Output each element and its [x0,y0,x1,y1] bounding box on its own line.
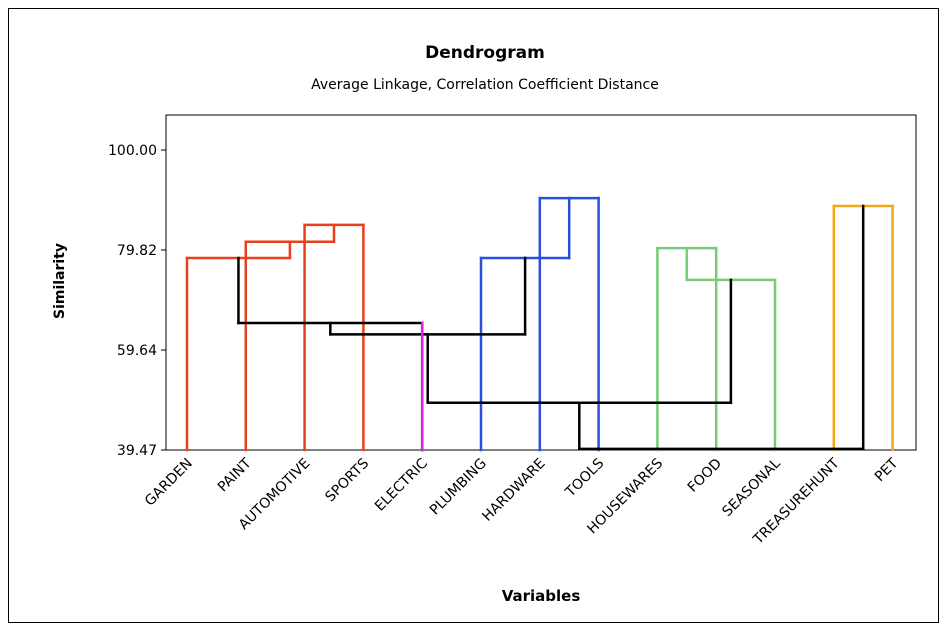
y-axis-label: Similarity [52,243,68,319]
dendrogram-links [185,196,894,452]
leaf-label: SEASONAL [719,455,784,520]
dendrogram-chart: Dendrogram Average Linkage, Correlation … [52,43,917,605]
leaf-label: GARDEN [142,456,196,510]
leaf-label: ELECTRIC [372,455,431,514]
y-tick-label: 59.64 [117,343,157,359]
leaf-label: TOOLS [562,455,608,501]
y-tick-label: 100.00 [108,143,157,159]
y-tick-label: 39.47 [117,443,157,459]
chart-frame: Dendrogram Average Linkage, Correlation … [8,8,939,623]
leaf-label: FOOD [685,456,725,496]
chart-subtitle: Average Linkage, Correlation Coefficient… [311,77,659,93]
leaf-label: PAINT [215,455,255,495]
leaf-label: SPORTS [322,455,372,505]
x-axis-label: Variables [502,587,581,605]
y-tick-label: 79.82 [117,243,157,259]
chart-title: Dendrogram [425,43,545,63]
leaf-label: PLUMBING [427,456,490,519]
leaf-label: HARDWARE [479,456,548,525]
leaf-label: PET [872,455,902,485]
y-axis: 39.47 59.64 79.82 100.00 [108,143,166,459]
